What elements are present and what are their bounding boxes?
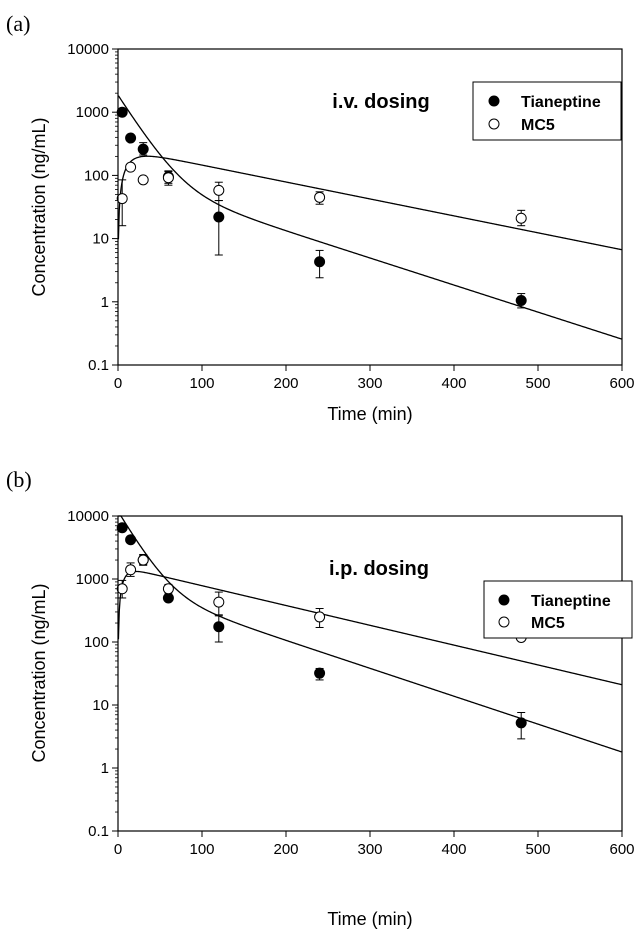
x-tick-label: 600: [609, 375, 634, 392]
y-tick-label: 1000: [76, 104, 109, 121]
data-point-tianeptine: [162, 592, 174, 604]
panel-a-legend-label-tianeptine: Tianeptine: [521, 94, 601, 111]
panel-b-legend-label-mc5: MC5: [531, 615, 565, 632]
data-point-tianeptine: [213, 621, 225, 633]
x-tick-label: 300: [357, 841, 382, 858]
panel-a-legend-label-mc5: MC5: [521, 117, 555, 134]
fit-curve-mc5: [117, 155, 622, 251]
panel-a: (a) 0.1 1 10 100 1000 10000 0 100 200 300 400 500 6…: [6, 11, 635, 424]
data-point-mc5: [515, 212, 527, 224]
panel-a-marks: [116, 95, 622, 340]
panel-a-title: i.v. dosing: [332, 91, 429, 113]
y-tick-label: 10000: [67, 508, 109, 525]
data-point-tianeptine: [137, 143, 149, 155]
data-point-mc5: [125, 564, 137, 576]
y-tick-label: 0.1: [88, 823, 109, 840]
data-point-mc5: [314, 191, 326, 203]
x-tick-label: 100: [189, 841, 214, 858]
data-point-mc5: [137, 174, 149, 186]
panel-b: (b) 0.1 1 10 100 1000 10000 0 100 200 300 400 500 6…: [6, 467, 635, 929]
y-tick-label: 10000: [67, 41, 109, 58]
panel-a-x-ticks: 0 100 200 300 400 500 600: [114, 365, 635, 392]
panel-b-marks: [116, 515, 622, 753]
x-tick-label: 200: [273, 375, 298, 392]
panel-a-x-axis-title: Time (min): [327, 404, 412, 424]
panel-a-legend-marker-mc5: [488, 118, 500, 130]
x-tick-label: 100: [189, 375, 214, 392]
y-tick-label: 100: [84, 634, 109, 651]
data-point-tianeptine: [116, 522, 128, 534]
data-point-mc5: [213, 596, 225, 608]
panel-b-y-ticks: 0.1 1 10 100 1000 10000: [67, 508, 118, 840]
data-point-mc5: [213, 184, 225, 196]
y-tick-label: 1: [101, 294, 109, 311]
data-point-tianeptine: [515, 717, 527, 729]
panel-a-label: (a): [6, 11, 30, 36]
data-point-tianeptine: [125, 534, 137, 546]
data-point-mc5: [162, 172, 174, 184]
data-point-tianeptine: [314, 667, 326, 679]
data-point-tianeptine: [314, 256, 326, 268]
data-point-mc5: [137, 554, 149, 566]
x-tick-label: 0: [114, 375, 122, 392]
x-tick-label: 400: [441, 841, 466, 858]
x-tick-label: 300: [357, 375, 382, 392]
data-point-tianeptine: [116, 106, 128, 118]
y-tick-label: 10: [92, 231, 109, 248]
fit-curve-tianeptine: [118, 515, 622, 753]
y-tick-label: 100: [84, 167, 109, 184]
fit-curve-tianeptine: [117, 95, 622, 340]
x-tick-label: 600: [609, 841, 634, 858]
panel-b-label: (b): [6, 467, 32, 492]
panel-b-legend-label-tianeptine: Tianeptine: [531, 593, 611, 610]
y-tick-label: 0.1: [88, 357, 109, 374]
panel-b-title: i.p. dosing: [329, 558, 429, 580]
panel-a-legend: Tianeptine MC5: [472, 81, 622, 141]
panel-b-x-axis-title: Time (min): [327, 909, 412, 929]
data-point-tianeptine: [515, 294, 527, 306]
x-tick-label: 500: [525, 841, 550, 858]
data-point-mc5: [162, 583, 174, 595]
panel-a-legend-marker-tianeptine: [488, 95, 500, 107]
panel-a-y-ticks: 0.1 1 10 100 1000 10000: [67, 41, 118, 374]
y-tick-label: 1000: [76, 571, 109, 588]
panel-b-legend-marker-tianeptine: [498, 594, 510, 606]
x-tick-label: 0: [114, 841, 122, 858]
y-tick-label: 1: [101, 760, 109, 777]
x-tick-label: 400: [441, 375, 466, 392]
data-point-mc5: [116, 193, 128, 205]
y-tick-label: 10: [92, 697, 109, 714]
panel-b-legend: Tianeptine MC5: [483, 580, 633, 639]
panel-b-legend-box: [483, 580, 633, 639]
data-point-mc5: [125, 161, 137, 173]
panel-b-legend-marker-mc5: [498, 616, 510, 628]
data-point-mc5: [116, 583, 128, 595]
panel-b-y-axis-title: Concentration (ng/mL): [29, 583, 49, 762]
data-point-mc5: [314, 611, 326, 623]
panel-a-legend-box: [472, 81, 622, 141]
data-point-tianeptine: [125, 132, 137, 144]
x-tick-label: 200: [273, 841, 298, 858]
data-point-tianeptine: [213, 211, 225, 223]
panel-a-y-axis-title: Concentration (ng/mL): [29, 117, 49, 296]
fit-curve-mc5: [117, 570, 622, 686]
x-tick-label: 500: [525, 375, 550, 392]
panel-b-x-ticks: 0 100 200 300 400 500 600: [114, 831, 635, 858]
